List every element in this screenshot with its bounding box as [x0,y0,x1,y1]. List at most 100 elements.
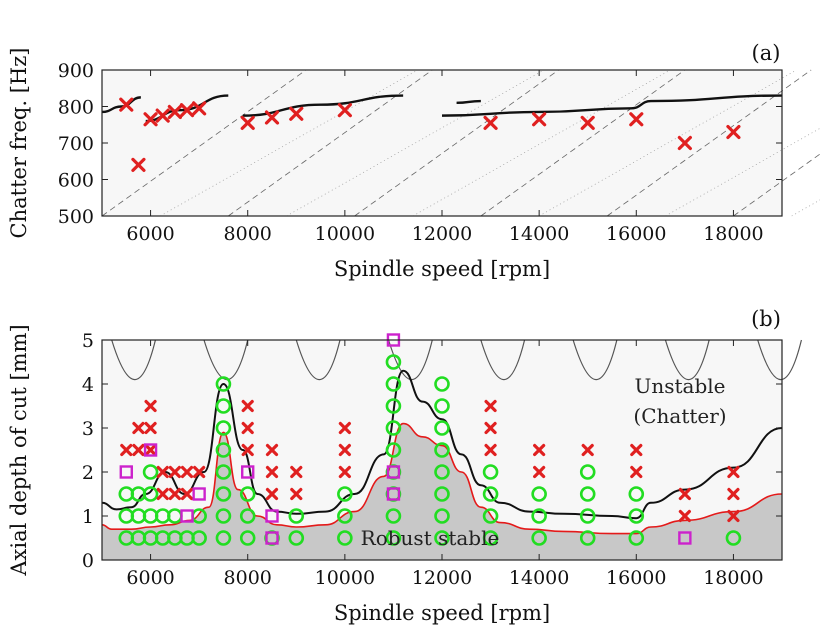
stable-cut-circle [434,486,450,502]
chatter-cut-cross-stroke [678,487,691,501]
measured-chatter-frequency-point [289,106,304,121]
chatter-cut-cross-stroke [290,465,303,479]
chatter-cut-cross-stroke [484,443,497,457]
marginal-cut-square [143,443,158,457]
stable-cut-circle [385,442,402,458]
measured-chatter-frequency-point [143,112,158,127]
stable-cut-circle [191,530,207,546]
chatter-cut-cross-stroke [265,487,279,501]
marginal-cut-square [192,487,206,501]
panel-b: 6000 8000 10000 12000 14000 16000 18000012345 … [7,307,803,625]
chatter-cut-cross [132,443,145,457]
panel-a-markers [119,97,741,172]
panel-a-y-axis-label: Chatter freq. [Hz] [7,48,31,239]
measured-chatter-frequency-point [532,112,547,127]
chatter-cut-cross [156,465,169,479]
chatter-region-label: (Chatter) [633,404,726,428]
stable-cut-circle [337,508,353,524]
a-y-tick-label: 600 [58,170,94,192]
a-x-tick-label: 18000 [703,223,763,245]
stable-cut-circle [385,530,402,546]
stable-cut-circle [239,486,256,502]
chatter-cut-cross-stroke [241,421,254,435]
measured-chatter-frequency-point-stroke [629,112,644,127]
chatter-cut-cross [265,487,279,501]
chatter-cut-cross [727,465,740,479]
chatter-cut-cross [290,465,303,479]
marginal-cut-square [180,509,194,523]
stable-cut-circle [531,508,547,524]
chatter-cut-cross-stroke [168,487,181,501]
chatter-cut-cross [484,399,497,413]
stable-cut-circle [337,486,353,502]
stable-cut-circle [215,486,232,502]
stable-cut-circle [482,508,499,524]
stable-cut-circle [579,486,596,502]
panel-a-x-axis-label: Spindle speed [rpm] [334,257,550,281]
stable-cut-circle [337,530,353,546]
predicted-frequency-branch [145,94,229,123]
chatter-cut-cross-stroke [144,421,157,435]
stable-cut-circle [434,508,450,524]
measured-chatter-frequency-point-stroke [119,97,134,112]
panel-b-ticks: 6000 8000 10000 12000 14000 16000 18000 0 1 2 3 4 5 [82,330,782,589]
chatter-cut-cross-stroke [265,443,279,457]
b-lobe-arc [480,339,526,381]
measured-chatter-frequency-point-stroke [483,115,498,131]
predicted-frequency-branch [101,96,141,114]
a-x-tick-label: 8000 [224,223,272,245]
stable-cut-circle [288,508,305,524]
b-y-tick-label: 3 [82,418,94,440]
stable-cut-circle [482,464,499,480]
b-lobe-arc [664,339,710,381]
chatter-cut-cross-stroke [180,465,194,479]
chatter-cut-cross [533,465,546,479]
stable-cut-circle [385,376,402,392]
chatter-cut-cross-stroke [144,399,157,413]
b-lobe-arc [295,339,341,381]
panel-a-label: (a) [752,41,781,65]
stable-cut-circle [628,530,645,546]
a-x-tick-label: 6000 [126,223,174,245]
b-x-tick-label: 8000 [224,567,272,589]
a-guide-line [791,199,820,217]
stable-cut-circle [628,486,645,502]
predicted-frequency-branch [441,94,783,117]
b-x-tick-label: 14000 [509,567,569,589]
marginal-cut-square [678,531,692,545]
stable-cut-circle [531,486,547,502]
chatter-cut-cross [338,443,351,457]
chatter-cut-cross-stroke [727,487,740,501]
stable-cut-circle [215,442,232,458]
stable-cut-circle [434,442,450,458]
a-guide-line [354,69,559,217]
b-x-tick-label: 16000 [606,567,666,589]
a-x-tick-label: 10000 [315,223,375,245]
chatter-cut-cross-stroke [144,443,157,457]
stable-cut-circle [628,508,645,524]
stable-cut-circle [434,398,450,414]
chatter-cut-cross [241,443,254,457]
chatter-cut-cross [484,443,497,457]
predicted-frequency-branch [456,99,481,105]
measured-chatter-frequency-point [580,115,595,131]
robust-stable-region-label: Robust stable [361,526,500,550]
chatter-cut-cross [727,487,740,501]
unstable-region-label: Unstable [635,374,726,398]
stable-cut-circle [239,508,256,524]
stable-cut-circle [385,420,402,436]
stable-cut-circle [579,508,596,524]
stable-cut-circle [579,464,596,480]
measured-chatter-frequency-point-stroke [264,110,280,125]
measured-chatter-frequency-point-stroke [143,112,158,127]
a-guide-line [606,69,812,217]
stable-cut-circle [531,530,547,546]
chatter-cut-cross [144,399,157,413]
stable-cut-circle [579,530,596,546]
b-x-tick-label: 12000 [412,567,472,589]
chatter-cut-cross [132,421,145,435]
chatter-cut-cross [120,443,133,457]
chatter-cut-cross [338,465,351,479]
chatter-cut-cross [338,421,351,435]
panel-b-y-axis-label: Axial depth of cut [mm] [7,324,31,576]
